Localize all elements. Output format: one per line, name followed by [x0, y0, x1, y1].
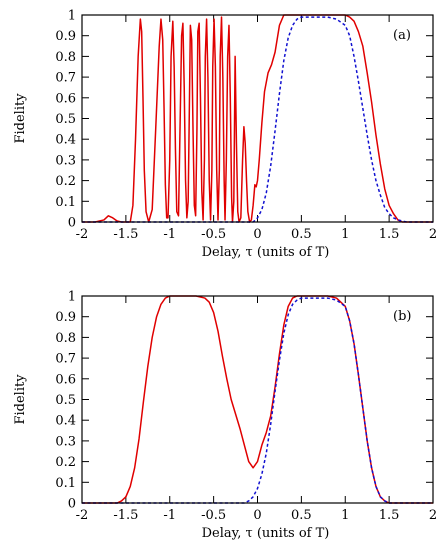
x-tick-label: -1.5 [113, 508, 138, 523]
x-tick-label: 1 [341, 508, 349, 523]
x-axis-label: Delay, τ (units of T) [202, 526, 330, 541]
y-tick-label: 0.4 [55, 133, 76, 148]
x-tick-label: -0.5 [201, 508, 226, 523]
chart-panel-2: -2 -1.5 -1 -0.5 0 0.5 1 1.5 2 0 0.1 0.2 0.3 0.4 0.5 0.6… [13, 290, 437, 542]
y-tick-label: 0.1 [55, 476, 76, 491]
panel-label: (b) [393, 309, 411, 324]
x-tick-label: -0.5 [201, 227, 226, 242]
y-axis-label: Fidelity [13, 93, 28, 144]
y-tick-label: 0.1 [55, 195, 76, 210]
series-line-1 [82, 295, 433, 504]
x-tick-label: 0.5 [291, 508, 312, 523]
x-tick-label: 1.5 [379, 227, 400, 242]
x-tick-label: 0 [253, 508, 261, 523]
y-tick-label: 0.3 [55, 153, 76, 168]
series-line-1 [82, 14, 433, 223]
plot-frame [81, 14, 434, 223]
x-tick-label: 0 [253, 227, 261, 242]
y-tick-label: 0.5 [55, 393, 76, 408]
x-tick-label: -1 [163, 227, 176, 242]
y-tick-label: 1 [68, 290, 76, 305]
y-tick-label: 0.6 [55, 372, 76, 387]
x-tick-label: -1.5 [113, 227, 138, 242]
y-tick-label: 0.8 [55, 331, 76, 346]
y-tick-label: 0 [68, 216, 76, 231]
y-tick-label: 0.7 [55, 71, 76, 86]
x-tick-label: 1 [341, 227, 349, 242]
panel-label: (a) [393, 28, 411, 43]
x-tick-label: -2 [76, 508, 89, 523]
x-tick-label: 0.5 [291, 227, 312, 242]
y-tick-label: 0.2 [55, 174, 76, 189]
series-line-2 [82, 16, 433, 223]
y-tick-label: 0.3 [55, 434, 76, 449]
y-tick-label: 0.5 [55, 112, 76, 127]
x-tick-label: -2 [76, 227, 89, 242]
y-tick-label: 0.9 [55, 310, 76, 325]
x-tick-label: -1 [163, 508, 176, 523]
y-tick-label: 0.6 [55, 91, 76, 106]
y-tick-label: 0.8 [55, 50, 76, 65]
chart-panel-1: -2 -1.5 -1 -0.5 0 0.5 1 1.5 2 0 0.1 0.2 0.3 0.4 0.5 0.6… [13, 9, 437, 261]
x-axis-label: Delay, τ (units of T) [202, 245, 330, 260]
y-axis-label: Fidelity [13, 374, 28, 425]
y-tick-label: 0.7 [55, 352, 76, 367]
series-line-2 [82, 297, 433, 504]
y-tick-label: 0.2 [55, 455, 76, 470]
y-tick-label: 0.4 [55, 414, 76, 429]
y-tick-label: 0 [68, 497, 76, 512]
x-tick-label: 1.5 [379, 508, 400, 523]
plot-frame [81, 295, 434, 504]
x-tick-label: 2 [429, 508, 437, 523]
y-tick-label: 1 [68, 9, 76, 24]
x-tick-label: 2 [429, 227, 437, 242]
y-tick-label: 0.9 [55, 29, 76, 44]
